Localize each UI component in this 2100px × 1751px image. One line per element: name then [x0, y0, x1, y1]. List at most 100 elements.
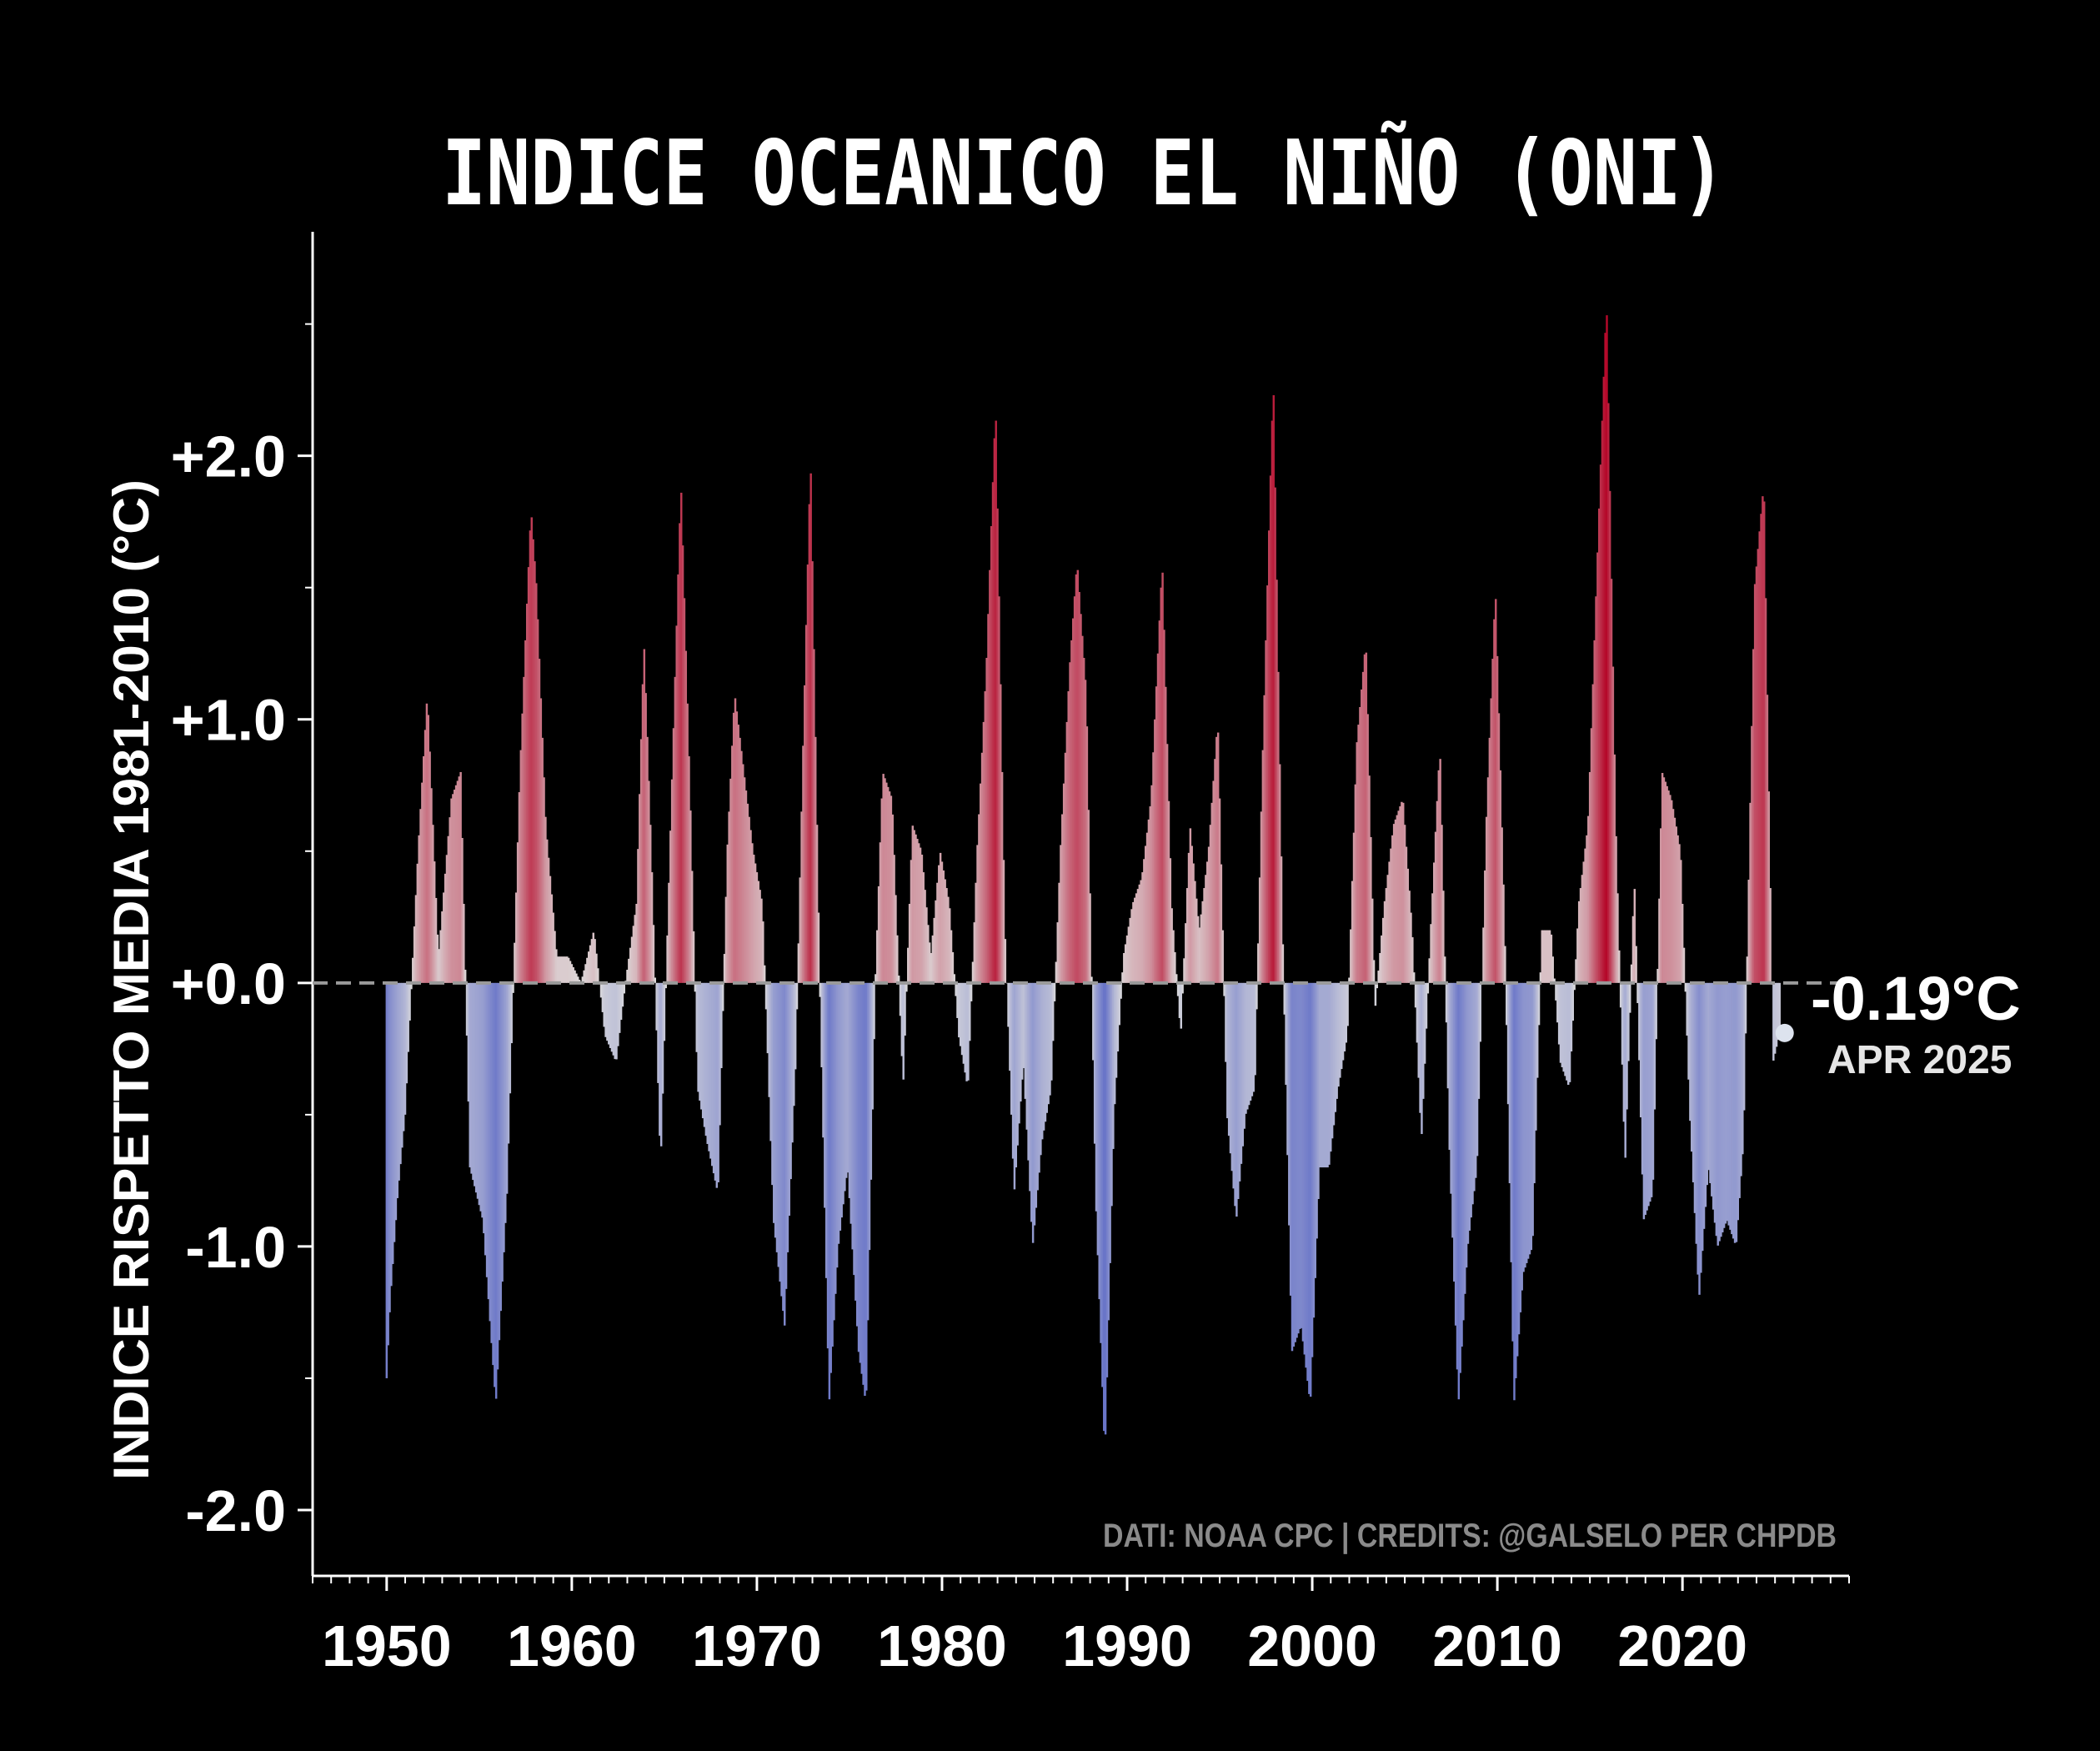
- oni-bar: [1541, 930, 1543, 983]
- oni-bar: [1621, 982, 1624, 1065]
- oni-bar: [855, 982, 859, 1327]
- oni-bar: [1419, 982, 1421, 1113]
- oni-bar: [1633, 889, 1636, 983]
- oni-bar: [834, 982, 837, 1294]
- oni-bar: [456, 780, 459, 983]
- oni-bar: [982, 721, 985, 983]
- oni-bar: [740, 750, 743, 983]
- oni-bar: [1169, 858, 1172, 983]
- oni-bar: [1548, 930, 1551, 983]
- oni-bar: [672, 728, 675, 983]
- oni-bar: [1653, 982, 1656, 1110]
- oni-bar: [855, 982, 857, 1301]
- oni-bar: [948, 908, 951, 983]
- oni-bar: [746, 803, 749, 983]
- oni-bar: [1553, 978, 1556, 983]
- oni-bar: [1332, 982, 1336, 1126]
- x-tick-label: 1980: [877, 1613, 1007, 1678]
- oni-bar: [1002, 860, 1005, 983]
- oni-bar: [1000, 771, 1004, 983]
- oni-bar: [481, 982, 484, 1218]
- oni-bar: [1655, 982, 1657, 1040]
- oni-bar: [1762, 496, 1764, 983]
- y-tick-label: +0.0: [171, 951, 286, 1016]
- x-tick-label: 1960: [507, 1613, 637, 1678]
- oni-bar: [1221, 930, 1224, 983]
- oni-bar: [1686, 982, 1688, 1036]
- oni-bar: [1320, 982, 1323, 1168]
- oni-bar: [857, 982, 860, 1352]
- oni-bar: [398, 982, 400, 1181]
- oni-bar: [864, 982, 866, 1397]
- oni-bar: [1203, 888, 1205, 983]
- oni-bar: [850, 982, 853, 1224]
- oni-bar: [1408, 891, 1411, 983]
- oni-bar: [991, 482, 995, 983]
- oni-bar: [681, 545, 684, 983]
- oni-bar: [1606, 315, 1608, 983]
- oni-bar: [1752, 649, 1755, 983]
- oni-bar: [1010, 982, 1013, 1115]
- oni-bar: [1161, 572, 1164, 983]
- oni-bar: [1206, 861, 1209, 983]
- oni-bar: [749, 830, 752, 983]
- oni-bar: [1504, 946, 1506, 983]
- oni-bar: [885, 782, 888, 983]
- oni-bar: [1280, 856, 1283, 983]
- oni-bar: [1627, 982, 1630, 1061]
- oni-bar: [938, 865, 940, 983]
- oni-bar: [1693, 982, 1697, 1213]
- oni-bar: [774, 982, 777, 1238]
- oni-bar: [1005, 982, 1008, 984]
- oni-bar: [1706, 982, 1708, 1186]
- oni-bar: [706, 982, 709, 1144]
- oni-bar: [1732, 982, 1735, 1239]
- oni-bar: [1093, 982, 1096, 1144]
- oni-bar: [1007, 982, 1010, 1027]
- oni-bar: [920, 855, 924, 983]
- oni-bar: [945, 888, 948, 983]
- oni-bar: [655, 982, 658, 1031]
- oni-bar: [1704, 982, 1707, 1207]
- oni-bar: [1385, 888, 1388, 983]
- oni-bar: [405, 982, 408, 1084]
- oni-bar: [1678, 844, 1681, 983]
- oni-bar: [1110, 982, 1113, 1207]
- oni-bar: [1691, 982, 1693, 1152]
- oni-bar: [469, 982, 471, 1168]
- oni-bar: [1383, 901, 1386, 983]
- oni-bar: [1185, 923, 1187, 983]
- oni-bar: [1484, 870, 1486, 983]
- oni-bar: [873, 982, 875, 1040]
- oni-bar: [1667, 790, 1670, 983]
- oni-bar: [635, 904, 638, 983]
- oni-bar: [1630, 964, 1633, 983]
- oni-bar: [1078, 591, 1080, 983]
- oni-bar: [1265, 640, 1267, 983]
- oni-bar: [1240, 982, 1243, 1164]
- oni-bar: [505, 982, 509, 1194]
- oni-bar: [541, 737, 544, 983]
- oni-bar: [933, 917, 935, 983]
- oni-bar: [1336, 982, 1338, 1099]
- oni-bar: [743, 777, 746, 983]
- oni-bar: [1069, 662, 1071, 983]
- oni-bar: [1401, 801, 1403, 983]
- oni-bar: [1646, 982, 1648, 1211]
- oni-bar: [1410, 912, 1412, 983]
- oni-bar: [1272, 394, 1276, 983]
- oni-bar: [1521, 982, 1523, 1291]
- oni-bar: [835, 982, 839, 1268]
- oni-bar: [472, 982, 474, 1181]
- oni-bar: [1742, 982, 1746, 1111]
- oni-bar: [1709, 982, 1712, 1184]
- oni-bar: [1226, 982, 1229, 1119]
- oni-bar: [1697, 982, 1699, 1275]
- oni-bar: [1115, 982, 1118, 1078]
- oni-bar: [975, 882, 977, 983]
- oni-bar: [704, 982, 708, 1136]
- oni-bar: [1573, 982, 1576, 991]
- oni-bar: [719, 982, 721, 1126]
- oni-bar: [1590, 728, 1593, 983]
- oni-bar: [1689, 982, 1692, 1121]
